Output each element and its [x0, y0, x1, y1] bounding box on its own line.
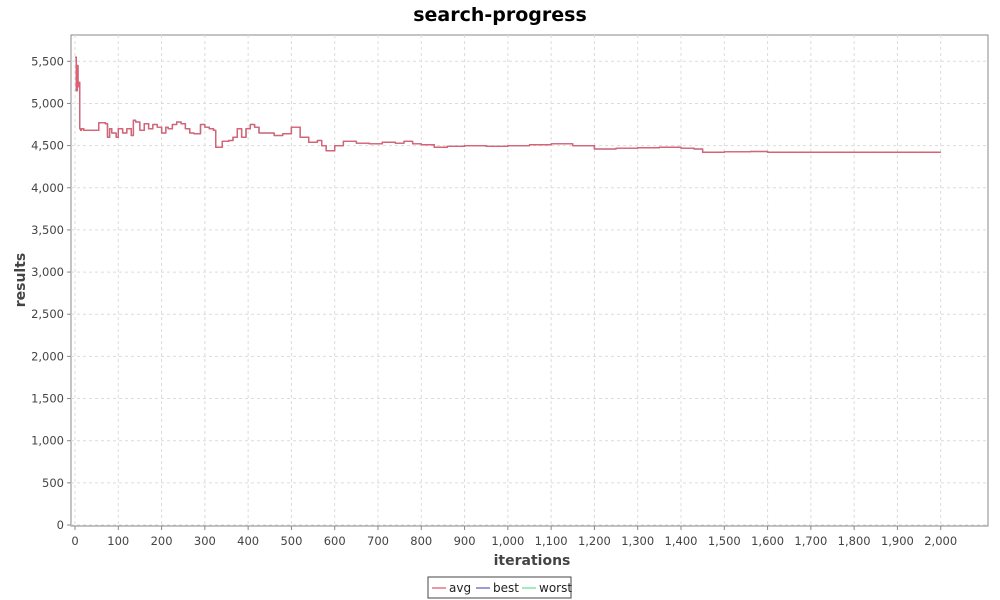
x-axis-label: iterations — [494, 553, 571, 569]
x-tick-label: 1,500 — [708, 534, 741, 548]
y-tick-label: 5,500 — [31, 54, 64, 68]
legend-label-avg: avg — [449, 581, 471, 595]
y-tick-label: 2,000 — [31, 349, 64, 363]
series-line-avg — [75, 56, 941, 153]
y-tick-label: 2,500 — [31, 307, 64, 321]
x-tick-label: 1,000 — [491, 534, 524, 548]
y-tick-label: 5,000 — [31, 96, 64, 110]
x-axis-ticks: 0 100 200 300 400 500 600 700 800 900 1,000 1,100 1,… — [71, 526, 957, 548]
x-tick-label: 700 — [367, 534, 389, 548]
x-tick-label: 1,100 — [535, 534, 568, 548]
plot-area — [70, 34, 989, 527]
x-tick-label: 900 — [454, 534, 476, 548]
x-tick-label: 1,200 — [578, 534, 611, 548]
y-tick-label: 1,000 — [31, 434, 64, 448]
x-tick-label: 0 — [71, 534, 78, 548]
y-tick-label: 4,500 — [31, 139, 64, 153]
y-axis-ticks: 0 500 1,000 1,500 2,000 2,500 3,000 3,500 4,000 4… — [31, 54, 71, 532]
y-tick-label: 4,000 — [31, 181, 64, 195]
x-tick-label: 1,300 — [621, 534, 654, 548]
legend-label-best: best — [493, 581, 519, 595]
series-lines — [75, 56, 941, 153]
x-tick-label: 400 — [237, 534, 259, 548]
y-tick-label: 0 — [57, 518, 64, 532]
x-tick-label: 1,900 — [881, 534, 914, 548]
x-tick-label: 1,600 — [751, 534, 784, 548]
x-tick-label: 1,400 — [665, 534, 698, 548]
x-tick-label: 500 — [280, 534, 302, 548]
y-tick-label: 1,500 — [31, 392, 64, 406]
x-tick-label: 600 — [324, 534, 346, 548]
gridlines — [71, 35, 988, 526]
y-tick-label: 500 — [42, 476, 64, 490]
y-tick-label: 3,000 — [31, 265, 64, 279]
legend: avg best worst — [427, 576, 572, 599]
x-tick-label: 2,000 — [924, 534, 957, 548]
x-tick-label: 100 — [107, 534, 129, 548]
legend-box — [427, 576, 572, 599]
x-tick-label: 300 — [194, 534, 216, 548]
x-tick-label: 1,800 — [838, 534, 871, 548]
chart-title: search-progress — [413, 4, 587, 26]
legend-label-worst: worst — [539, 581, 572, 595]
x-tick-label: 200 — [151, 534, 173, 548]
y-axis-label: results — [13, 253, 29, 308]
y-tick-label: 3,500 — [31, 223, 64, 237]
x-tick-label: 1,700 — [794, 534, 827, 548]
x-tick-label: 800 — [410, 534, 432, 548]
